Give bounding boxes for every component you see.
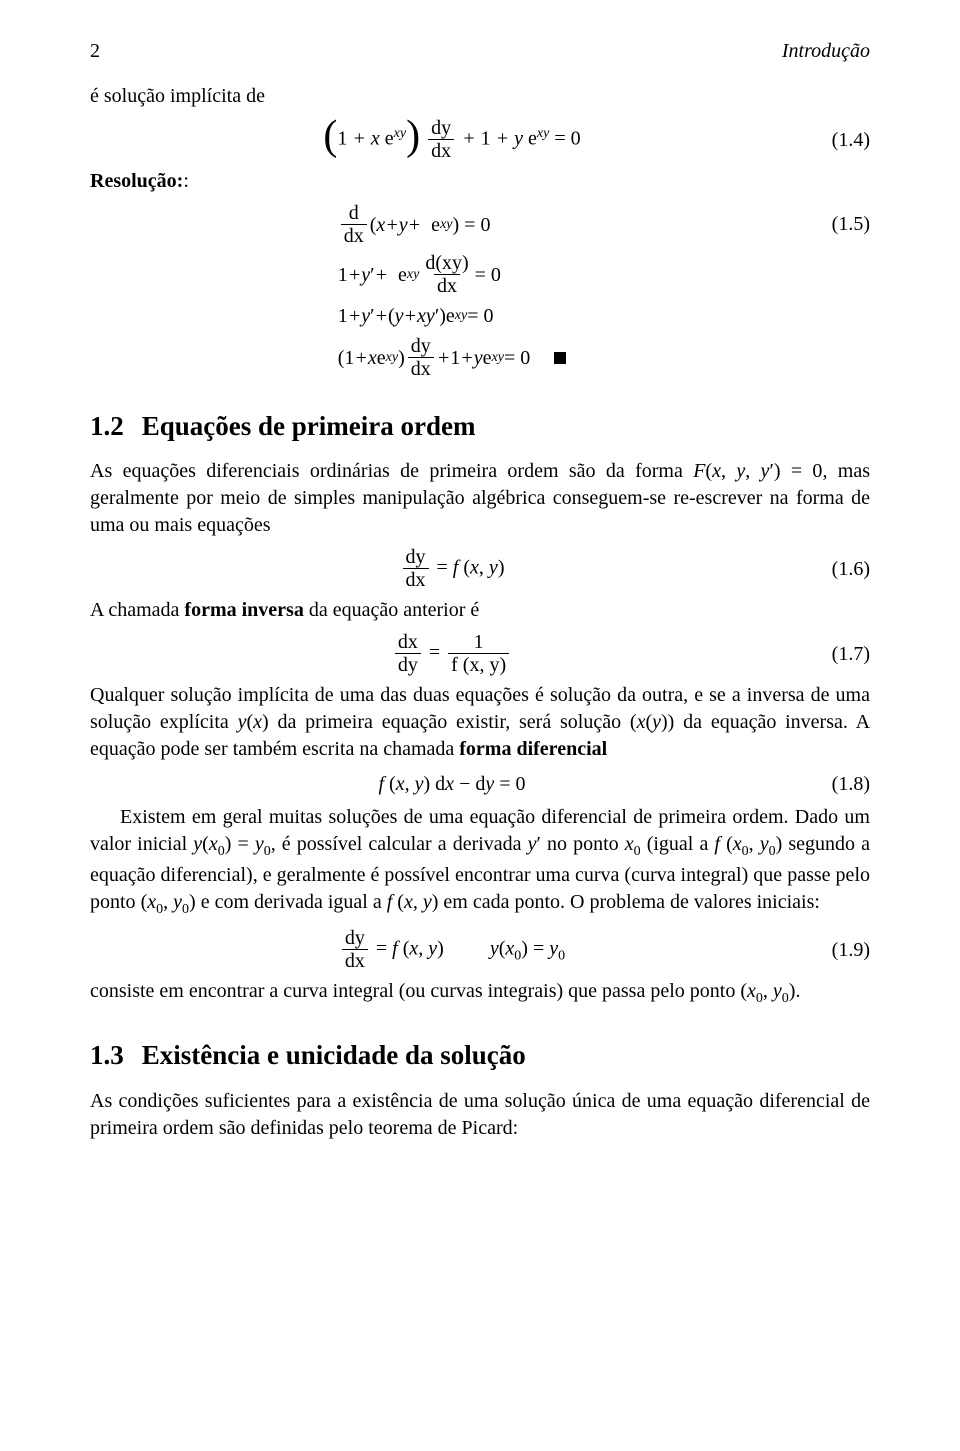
section-1-3-number: 1.3 [90,1040,124,1070]
equation-1-4: (1 + x exy) dy dx + 1 + y exy = 0 (1.4) [90,118,870,162]
paragraph-1-2-d: Existem em geral muitas soluções de uma … [90,804,870,920]
qed-icon [554,352,566,364]
text-1-2-d2: , é possível calcular a derivada [271,833,528,855]
equation-1-6-number: (1.6) [814,556,870,583]
text-1-2-d6: e com derivada igual a [196,891,387,913]
text-1-2-a1: As equações diferenciais ordinárias de p… [90,460,693,482]
section-1-2-heading: 1.2 Equações de primeira ordem [90,408,870,444]
equation-1-7: dx dy = 1 f (x, y) (1.7) [90,632,870,676]
intro-line: é solução implícita de [90,83,870,110]
equation-1-7-body: dx dy = 1 f (x, y) [90,632,814,676]
equation-1-8: f (x, y) dx − dy = 0 (1.8) [90,771,870,798]
text-1-2-c2: da primeira equação existir, será soluçã… [269,711,630,733]
equation-1-5-number: (1.5) [814,203,870,238]
page-number: 2 [90,38,100,65]
equation-1-6-body: dy dx = f (x, y) [90,547,814,591]
page-header: 2 Introdução [90,38,870,65]
equation-1-5: d dx (x + y + exy) = 0 1 + y′ + exy d(xy… [90,203,870,380]
equation-1-4-number: (1.4) [814,127,870,154]
text-1-2-b-bold: forma inversa [184,599,303,621]
equation-1-9-number: (1.9) [814,937,870,964]
page: 2 Introdução é solução implícita de (1 +… [0,0,960,1451]
equation-1-6: dy dx = f (x, y) (1.6) [90,547,870,591]
paragraph-1-2-e: consiste em encontrar a curva integral (… [90,978,870,1009]
text-1-2-d7: em cada ponto. O problema de valores ini… [438,891,820,913]
resolucao-label: Resolução:: [90,168,870,195]
text-1-2-c-bold: forma diferencial [459,738,607,760]
section-1-3-title: Existência e unicidade da solução [142,1040,526,1070]
equation-1-5-body: d dx (x + y + exy) = 0 1 + y′ + exy d(xy… [90,203,814,380]
equation-1-7-number: (1.7) [814,641,870,668]
section-1-2-number: 1.2 [90,411,124,441]
equation-1-8-number: (1.8) [814,771,870,798]
equation-1-9-body: dy dx = f (x, y) y(x0) = y0 [90,928,814,972]
paragraph-1-2-c: Qualquer solução implícita de uma das du… [90,682,870,763]
section-1-3-heading: 1.3 Existência e unicidade da solução [90,1037,870,1073]
text-1-2-d4: (igual a [641,833,715,855]
resolucao-text: Resolução: [90,170,183,192]
paragraph-1-2-a: As equações diferenciais ordinárias de p… [90,458,870,539]
equation-1-4-body: (1 + x exy) dy dx + 1 + y exy = 0 [90,118,814,162]
paragraph-1-2-b: A chamada forma inversa da equação anter… [90,597,870,624]
text-1-2-d3: no ponto [541,833,625,855]
text-1-2-e2: . [795,980,800,1002]
text-1-2-e1: consiste em encontrar a curva integral (… [90,980,740,1002]
text-1-2-b2: da equação anterior é [304,599,479,621]
equation-1-8-body: f (x, y) dx − dy = 0 [90,771,814,798]
equation-1-9: dy dx = f (x, y) y(x0) = y0 (1.9) [90,928,870,972]
chapter-title: Introdução [782,38,870,65]
paragraph-1-3-a: As condições suficientes para a existênc… [90,1088,870,1142]
section-1-2-title: Equações de primeira ordem [142,411,476,441]
text-1-2-b1: A chamada [90,599,184,621]
